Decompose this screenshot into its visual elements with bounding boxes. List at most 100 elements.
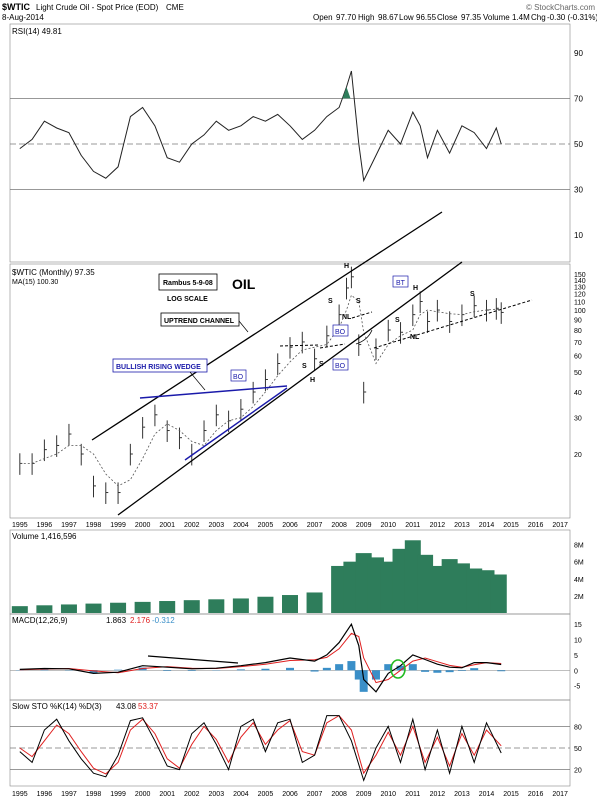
- year-tick-label: 2013: [454, 791, 470, 798]
- wedge-top-line: [139, 385, 288, 399]
- volume-bar: [478, 570, 495, 613]
- stochastic-panel-frame: [9, 699, 571, 787]
- price-tick-label: 140: [574, 278, 586, 285]
- uptrend-pointer: [238, 320, 249, 333]
- wedge-label: BULLISH RISING WEDGE: [116, 364, 201, 371]
- volume-bar: [306, 592, 323, 613]
- year-tick-label: 2002: [184, 791, 200, 798]
- volume-tick-label: 4M: [574, 577, 584, 584]
- year-tick-label: 2003: [209, 791, 225, 798]
- macd-tick-label: -5: [574, 684, 580, 691]
- year-tick-label: 1996: [37, 791, 53, 798]
- macd-divergence-line: [147, 655, 239, 664]
- year-tick-label: 1995: [12, 522, 28, 529]
- year-tick-label: 2011: [405, 522, 420, 529]
- price-panel-frame: [9, 263, 571, 519]
- low-label: Low: [399, 13, 414, 22]
- bt-box: [392, 275, 409, 288]
- macd-crossover-circle: [390, 659, 406, 679]
- stoch-d-line: [19, 714, 502, 775]
- volume-bar: [355, 553, 372, 613]
- year-tick-label: 2007: [307, 522, 323, 529]
- year-tick-label: 2004: [233, 522, 249, 529]
- price-tick-label: 20: [574, 452, 582, 459]
- volume-bar: [110, 602, 127, 613]
- volume-bar: [134, 601, 151, 613]
- year-tick-label: 2001: [159, 791, 175, 798]
- macd-signal-line: [19, 632, 502, 684]
- macd-histogram-bar: [354, 670, 363, 680]
- stochastic-series: [19, 714, 502, 782]
- price-tick-label: 100: [574, 308, 586, 315]
- volume-bar: [282, 595, 298, 613]
- year-tick-label: 2007: [307, 791, 323, 798]
- macd-histogram-bar: [187, 670, 196, 671]
- shoulder-6: S: [470, 291, 475, 298]
- year-tick-label: 1996: [37, 522, 53, 529]
- rsi-overbought-area: [342, 87, 351, 99]
- bo-label-1: BO: [233, 374, 244, 381]
- volume-bar: [417, 554, 434, 613]
- rsi-legend: RSI(14) 49.81: [12, 27, 62, 36]
- volume-bar: [159, 601, 176, 613]
- volume-bar: [232, 598, 249, 613]
- macd-histogram-bar: [384, 664, 393, 671]
- stoch-tick-label: 20: [574, 768, 582, 775]
- symbol-name: Light Crude Oil - Spot Price (EOD): [36, 3, 159, 12]
- head-label-2008: H: [344, 263, 349, 270]
- macd-tick-label: 5: [574, 653, 578, 660]
- macd-histogram-bar: [261, 668, 270, 671]
- year-tick-label: 2009: [356, 522, 372, 529]
- year-tick-label: 2000: [135, 791, 151, 798]
- stoch-tick-label: 50: [574, 746, 582, 753]
- price-tick-label: 150: [574, 272, 586, 279]
- price-series: [19, 266, 504, 504]
- macd-histogram-bar: [347, 661, 356, 671]
- year-tick-label: 2017: [552, 791, 568, 798]
- volume-bar: [343, 561, 360, 613]
- volume-tick-label: 2M: [574, 594, 584, 601]
- macd-legend: MACD(12,26,9): [12, 616, 68, 625]
- macd-histogram-bar: [236, 669, 245, 671]
- rsi-line: [19, 70, 502, 183]
- oil-title: OIL: [232, 276, 256, 292]
- bo-label-3: BO: [335, 363, 346, 370]
- stoch-k-line: [19, 715, 502, 782]
- macd-histogram-bar: [396, 665, 405, 671]
- volume-series: [11, 540, 507, 613]
- volume-bar: [404, 540, 421, 613]
- year-tick-label: 2012: [430, 791, 446, 798]
- volume-bar: [85, 603, 102, 613]
- volume-bar: [331, 565, 348, 613]
- volume-bar: [257, 596, 274, 613]
- neckline-label-2: NL: [410, 334, 420, 341]
- rambus-box: [158, 273, 218, 291]
- chart-date: 8-Aug-2014: [2, 13, 44, 22]
- volume-value: 1.4M: [512, 13, 530, 22]
- bo-label-2: BO: [335, 329, 346, 336]
- macd-histogram-bar: [421, 670, 430, 672]
- symbol: $WTIC: [2, 2, 30, 12]
- year-tick-label: 1999: [110, 791, 126, 798]
- year-tick-label: 2016: [528, 791, 544, 798]
- year-tick-label: 1997: [61, 522, 77, 529]
- close-label: Close: [437, 13, 458, 22]
- macd-histogram-bar: [286, 667, 294, 671]
- chg-label: Chg: [531, 13, 546, 22]
- year-tick-label: 2005: [258, 791, 274, 798]
- open-value: 97.70: [336, 13, 357, 22]
- macd-histogram-bar: [322, 667, 331, 671]
- x-axis-years: 1995 1996 1997 1998 1999 2000 2001 2002 2003 2004…: [12, 522, 568, 798]
- macd-value: 1.863: [106, 616, 127, 625]
- shoulder-2: S: [356, 298, 361, 305]
- price-tick-label: 30: [574, 416, 582, 423]
- price-tick-label: 90: [574, 317, 582, 324]
- macd-histogram-bar: [433, 670, 442, 673]
- year-tick-label: 2015: [503, 522, 519, 529]
- ma-legend: MA(15) 100.30: [12, 279, 58, 286]
- stoch-d-value: 53.37: [138, 702, 159, 711]
- volume-bar: [208, 599, 225, 613]
- year-tick-label: 2006: [282, 791, 298, 798]
- macd-histogram-bar: [335, 664, 344, 671]
- wedge-box: [112, 358, 208, 373]
